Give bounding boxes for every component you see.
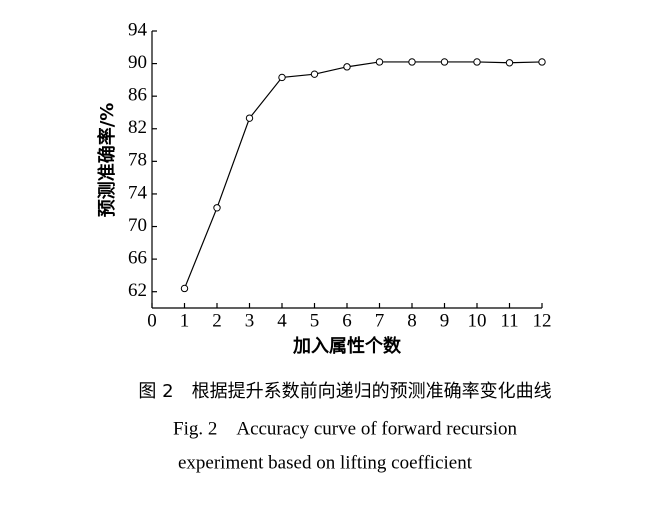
y-tick-label: 94 [128, 19, 148, 40]
marker [473, 58, 481, 66]
x-tick-label: 8 [407, 310, 417, 331]
y-tick-label: 70 [128, 215, 147, 236]
marker [505, 59, 514, 67]
marker [245, 114, 254, 122]
marker [278, 73, 286, 82]
x-tick-label: 5 [310, 310, 320, 331]
x-tick-label: 1 [180, 310, 190, 331]
marker [408, 58, 416, 66]
y-tick-label: 90 [128, 52, 147, 73]
x-tick-label: 4 [277, 310, 287, 331]
marker [538, 58, 546, 66]
x-tick-label: 3 [245, 310, 255, 331]
marker [180, 284, 189, 293]
line [183, 61, 543, 289]
y-axis-label: 预测准确率/% [96, 103, 118, 218]
y-tick-label: 62 [128, 280, 147, 301]
x-tick-label: 11 [500, 310, 518, 331]
y-tick-label: 82 [128, 117, 147, 138]
x-tick-label: 2 [212, 310, 222, 331]
marker [213, 204, 221, 212]
x-tick-label: 7 [375, 310, 385, 331]
y-tick-label: 66 [128, 247, 147, 268]
caption: experiment based on lifting coefficient [178, 452, 473, 473]
x-tick-label: 0 [147, 310, 157, 331]
x-tick-label: 9 [440, 310, 450, 331]
x-tick-label: 10 [468, 310, 487, 331]
marker [343, 63, 351, 71]
caption: 图 2 根据提升系数前向递归的预测准确率变化曲线 [138, 381, 551, 402]
x-tick-label: 12 [533, 310, 552, 331]
y-tick-label: 74 [128, 182, 148, 203]
marker [440, 58, 449, 66]
y-tick-label: 78 [128, 150, 147, 171]
x-tick-label: 6 [342, 310, 352, 331]
marker [310, 70, 319, 78]
y-tick-label: 86 [128, 85, 147, 106]
caption: Fig. 2 Accuracy curve of forward recursi… [173, 418, 517, 439]
marker [375, 58, 384, 66]
x-axis-label: 加入属性个数 [292, 335, 402, 357]
